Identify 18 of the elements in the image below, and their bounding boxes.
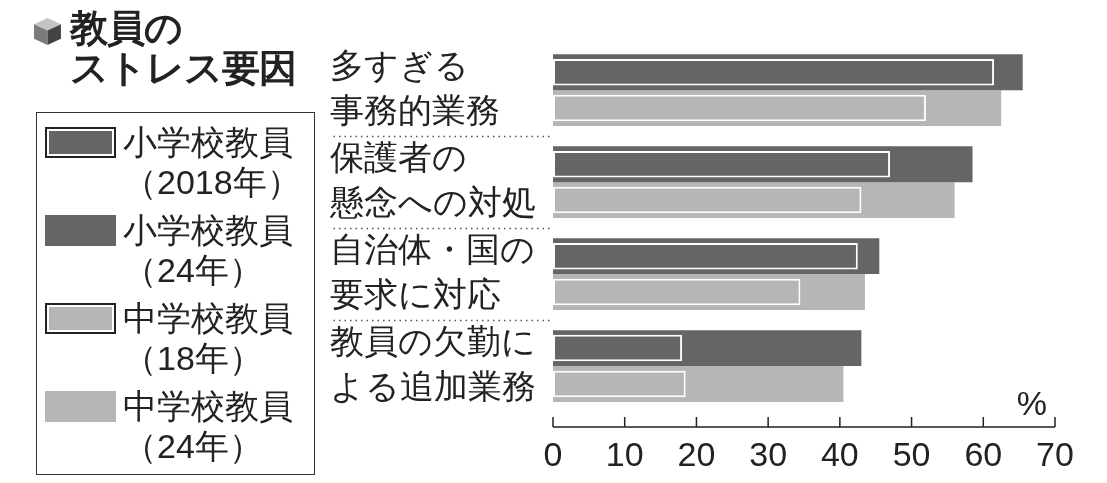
y-tick-label: 自治体・国の要求に対応 — [330, 230, 535, 313]
legend-label: 小学校教員（2018年） — [123, 122, 302, 202]
x-axis-title: % — [1016, 384, 1047, 422]
x-tick-label: 10 — [605, 434, 644, 473]
y-tick-label: 教員の欠勤による追加業務 — [330, 322, 536, 405]
x-tick-label: 30 — [749, 434, 788, 473]
x-tick-label: 20 — [677, 434, 716, 473]
legend-label: 中学校教員（24年） — [123, 386, 294, 466]
legend-label: 中学校教員（18年） — [123, 298, 294, 378]
y-tick-label: 保護者の懸念への対処 — [329, 138, 536, 221]
x-tick-label: 60 — [964, 434, 1003, 473]
y-tick-label: 多すぎる事務的業務 — [330, 46, 500, 129]
text: 教員のストレス要因 — [70, 7, 297, 89]
x-tick-label: 0 — [543, 434, 563, 473]
x-tick-label: 50 — [892, 434, 931, 473]
x-tick-label: 40 — [820, 434, 859, 473]
legend-label: 小学校教員（24年） — [123, 210, 294, 290]
x-tick-label: 70 — [1036, 434, 1074, 473]
